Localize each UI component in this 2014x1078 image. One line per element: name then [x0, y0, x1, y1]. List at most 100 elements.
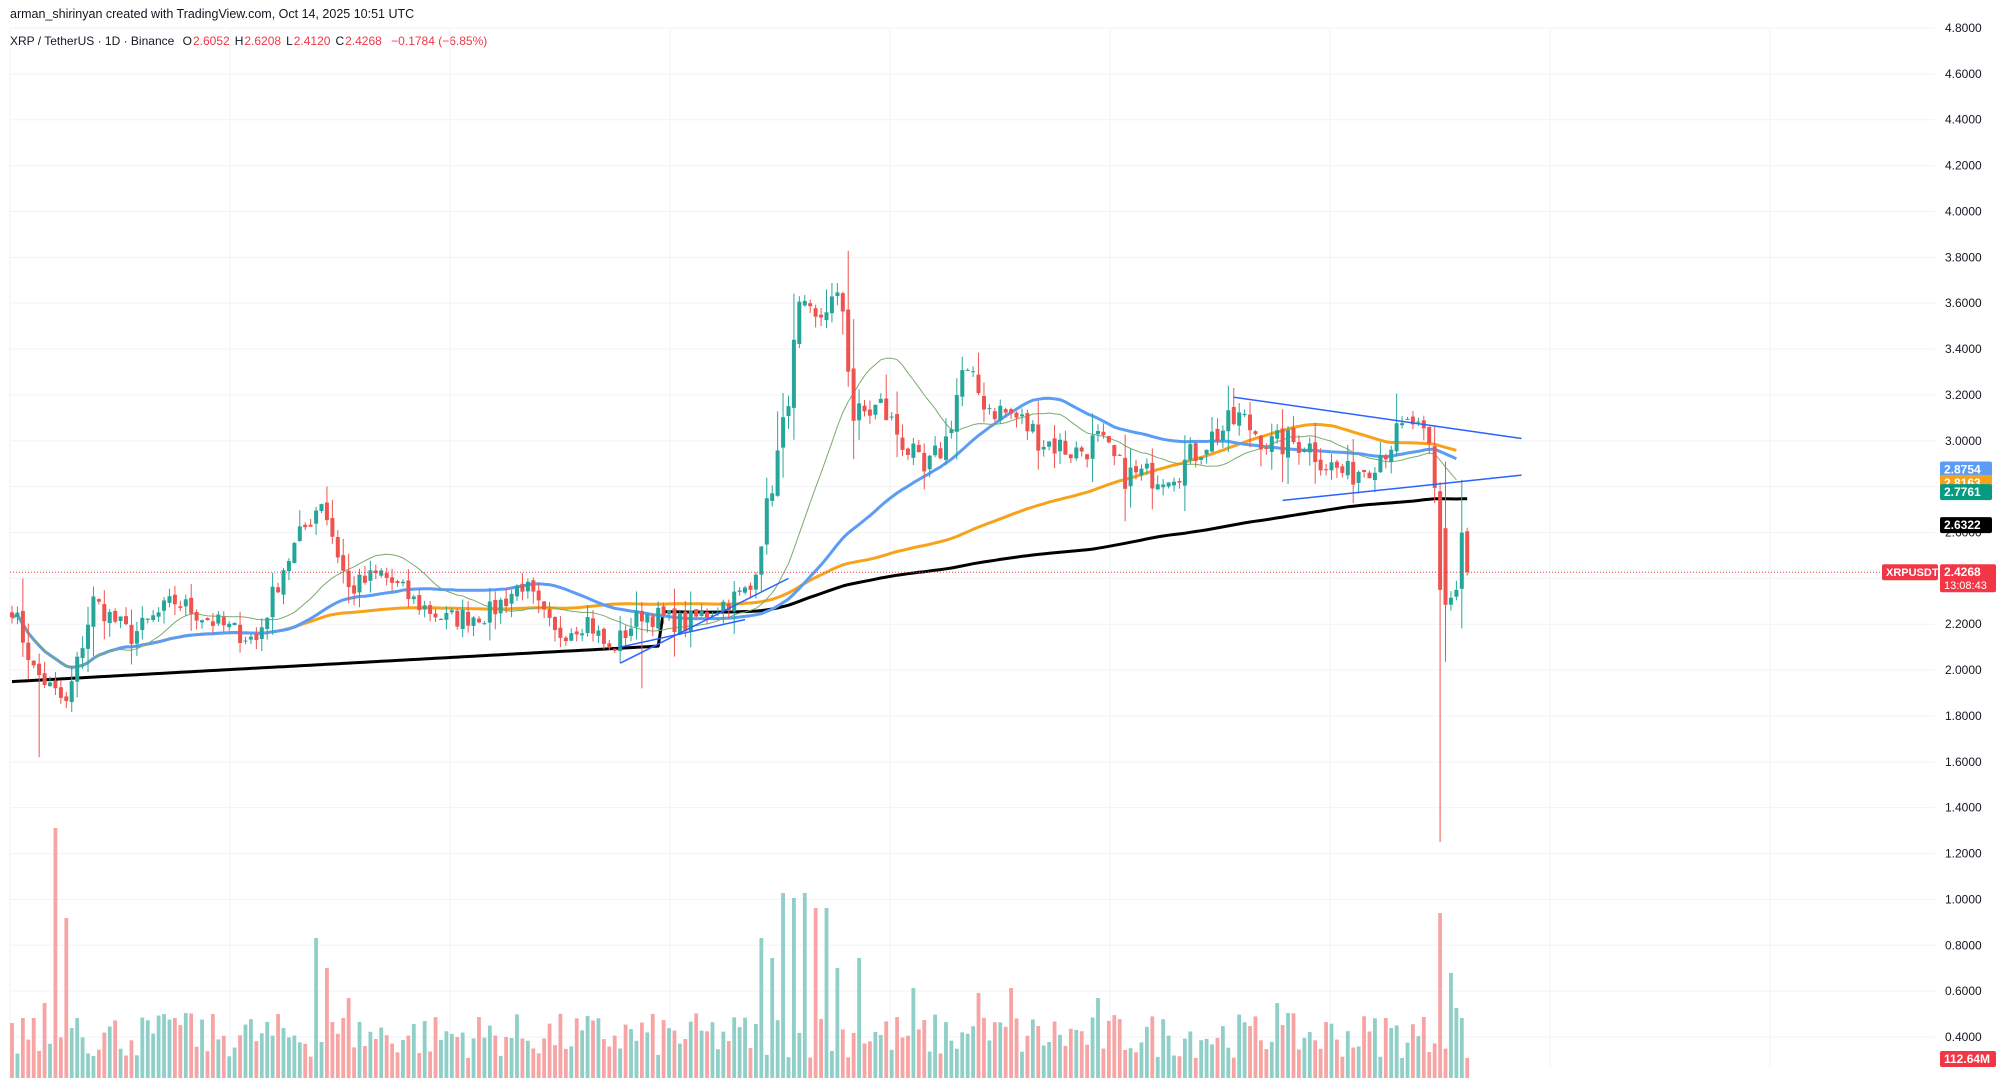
candle-body: [96, 599, 101, 602]
candle-body: [270, 586, 275, 618]
volume-bar: [683, 1039, 688, 1078]
ma-value-tag: 2.8754: [1940, 461, 1992, 478]
candle-body: [1052, 438, 1057, 454]
volume-bar: [254, 1041, 259, 1078]
volume-bar: [1443, 1048, 1448, 1078]
volume-bar: [422, 1021, 427, 1078]
volume-bar: [1177, 1056, 1182, 1078]
volume-bar: [1188, 1031, 1193, 1078]
candle-body: [10, 612, 14, 618]
volume-bar: [1275, 1003, 1280, 1078]
volume-bar: [390, 1043, 394, 1078]
candle-body: [151, 615, 156, 620]
candle-body: [748, 585, 753, 590]
volume-bar: [265, 1021, 270, 1078]
volume-bar: [998, 1022, 1003, 1078]
candle-body: [254, 634, 259, 641]
candle-body: [1014, 412, 1019, 418]
candle-body: [867, 409, 872, 416]
candle-body: [205, 617, 210, 621]
price-tick-label: 4.6000: [1945, 67, 1982, 81]
volume-bar: [477, 1017, 481, 1078]
volume-bar: [401, 1039, 405, 1078]
candle-body: [1351, 461, 1356, 485]
candle-body: [1459, 532, 1464, 589]
volume-bar: [1003, 1026, 1008, 1078]
volume-bar: [634, 1040, 639, 1078]
volume-bar: [428, 1051, 433, 1078]
symbol-legend[interactable]: XRP / TetherUS · 1D · Binance O2.6052 H2.…: [10, 34, 487, 48]
volume-bar: [325, 968, 329, 1078]
candle-body: [683, 611, 688, 632]
volume-bar: [1237, 1014, 1242, 1078]
candle-body: [1296, 442, 1301, 453]
volume-bar: [759, 938, 764, 1078]
volume-bar: [862, 1043, 867, 1078]
volume-bar: [596, 1018, 601, 1078]
volume-bar: [1155, 1056, 1160, 1078]
candle-body: [1226, 410, 1231, 432]
volume-bar: [107, 1026, 112, 1078]
candle-body: [1220, 430, 1225, 441]
volume-bar: [851, 1032, 856, 1078]
volume-bar: [1302, 1037, 1307, 1078]
volume-bar: [341, 1018, 346, 1078]
volume-bar: [688, 1021, 693, 1078]
candle-body: [857, 403, 862, 421]
volume-bar: [200, 1019, 204, 1078]
candle-body: [80, 648, 85, 658]
volume-bar: [1220, 1026, 1225, 1078]
candle-body: [1193, 443, 1198, 461]
candle-body: [1079, 447, 1084, 452]
volume-bar: [819, 1018, 823, 1078]
candle-body: [1058, 439, 1062, 452]
volume-bar: [558, 1013, 563, 1078]
candle-body: [895, 414, 900, 435]
volume-bar: [802, 893, 807, 1078]
volume-bar: [721, 1031, 726, 1078]
volume-bar: [211, 1014, 215, 1078]
candle-body: [308, 524, 313, 527]
candle-body: [319, 504, 324, 511]
price-tick-label: 1.0000: [1945, 892, 1982, 906]
candle-body: [753, 574, 758, 590]
candle-body: [1009, 409, 1014, 414]
price-change: −0.1784 (−6.85%): [391, 34, 488, 48]
volume-bar: [1318, 1048, 1323, 1078]
volume-bar: [900, 1037, 905, 1078]
volume-bar: [699, 1030, 704, 1078]
candle-body: [493, 600, 498, 615]
volume-bar: [547, 1023, 552, 1078]
volume-bar: [134, 1055, 139, 1078]
price-tag-value: 2.4268: [1944, 565, 1981, 579]
candle-body: [276, 587, 281, 593]
volume-bar: [1291, 1013, 1296, 1078]
volume-bar: [1253, 1016, 1258, 1078]
candle-body: [982, 396, 986, 410]
volume-bar: [183, 1013, 188, 1078]
volume-bar: [976, 993, 981, 1078]
volume-bar: [1210, 1044, 1214, 1078]
candle-body: [759, 546, 764, 575]
candle-body: [667, 610, 671, 615]
candle-body: [189, 597, 194, 614]
candle-body: [743, 587, 747, 593]
candle-body: [715, 612, 720, 614]
volume-bar: [672, 1030, 677, 1078]
candle-body: [992, 411, 997, 420]
volume-bar: [1242, 1022, 1247, 1078]
volume-bar: [553, 1045, 557, 1078]
volume-bar: [786, 1057, 791, 1078]
volume-bar: [1307, 1032, 1312, 1078]
volume-bar: [259, 1033, 264, 1078]
volume-bar: [911, 988, 916, 1078]
volume-bar: [417, 1053, 422, 1078]
price-tag-bg: [1940, 564, 1996, 593]
volume-bar: [194, 1046, 199, 1078]
candle-body: [124, 616, 128, 625]
candle-body: [210, 621, 215, 626]
volume-bar: [80, 1037, 85, 1078]
price-tick-label: 1.2000: [1945, 847, 1982, 861]
